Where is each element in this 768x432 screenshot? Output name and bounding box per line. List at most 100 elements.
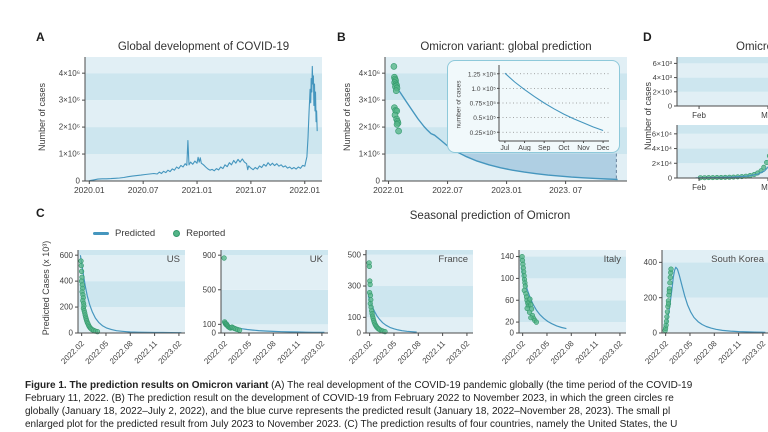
y-tick-label: 4×10⁴ bbox=[652, 144, 672, 153]
data-point bbox=[78, 258, 84, 264]
band bbox=[677, 63, 768, 78]
data-point bbox=[395, 127, 402, 135]
band bbox=[662, 250, 768, 263]
y-tick-label: 200 bbox=[644, 293, 658, 302]
band bbox=[85, 154, 322, 181]
band bbox=[662, 297, 768, 333]
y-tick-label: 1.0 ×10⁵ bbox=[471, 86, 496, 93]
y-tick-label: 4×10³ bbox=[653, 73, 673, 82]
x-tick-label: 2023.02 bbox=[741, 339, 768, 366]
y-tick-label: 0.75×10⁵ bbox=[470, 101, 497, 108]
x-tick-label: 2022.08 bbox=[692, 339, 719, 366]
y-tick-label: 2×10³ bbox=[653, 87, 673, 96]
x-tick-label: 2023.01 bbox=[491, 185, 522, 195]
y-tick-label: 0 bbox=[510, 329, 515, 338]
y-tick-label: 900 bbox=[203, 251, 217, 260]
band bbox=[677, 133, 768, 149]
y-tick-label: 0 bbox=[76, 177, 81, 186]
y-tick-label: 3×10⁶ bbox=[59, 96, 80, 105]
data-point bbox=[666, 288, 672, 295]
y-tick-label: 500 bbox=[348, 250, 362, 259]
x-tick-label: 2023. 07 bbox=[549, 185, 582, 195]
x-tick-label: 2022.08 bbox=[549, 339, 576, 366]
predicted-line bbox=[504, 72, 604, 132]
panel-label-a: A bbox=[36, 30, 45, 44]
y-tick-label: 0 bbox=[668, 174, 672, 183]
band bbox=[677, 91, 768, 106]
data-point bbox=[667, 280, 673, 286]
x-tick-label: 2022.07 bbox=[432, 185, 463, 195]
y-tick-label: 60 bbox=[505, 296, 514, 305]
reported-scatter bbox=[78, 258, 101, 335]
data-point bbox=[764, 160, 768, 165]
band bbox=[85, 57, 322, 74]
band bbox=[519, 300, 626, 323]
data-point bbox=[663, 318, 670, 324]
y-tick-label: 2×10⁴ bbox=[652, 159, 672, 168]
reported-scatter bbox=[519, 253, 540, 325]
figure-caption: Figure 1. The prediction results on Omic… bbox=[25, 379, 768, 431]
x-tick-label: 2022.11 bbox=[717, 339, 744, 366]
band bbox=[221, 250, 328, 256]
predicted-line bbox=[79, 255, 182, 334]
band bbox=[78, 250, 185, 256]
panel-label-d: D bbox=[643, 30, 652, 44]
x-tick-label: 2022.02 bbox=[643, 339, 670, 366]
x-tick-label: 2022.05 bbox=[525, 339, 552, 366]
x-tick-label: 2020.01 bbox=[74, 185, 105, 195]
y-tick-label: 600 bbox=[60, 251, 74, 260]
y-tick-label: 1.25 ×10⁵ bbox=[468, 71, 496, 78]
y-tick-label: 0 bbox=[357, 329, 362, 338]
svg-C4: 0 20 60 100 140 2022.022022.052022.082022.112… bbox=[500, 250, 626, 366]
panel-d-title: Omicron bbox=[736, 41, 768, 53]
svg-Bi: 0.25×10⁵ 0.5×10⁵ 0.75×10⁵ 1.0 ×10⁵ 1.25 ×10⁵… bbox=[468, 65, 610, 151]
y-tick-label: 400 bbox=[60, 277, 74, 286]
x-tick-label: 2023.02 bbox=[300, 339, 327, 366]
x-tick-label: 2022.05 bbox=[84, 339, 111, 366]
data-point bbox=[78, 262, 84, 269]
band bbox=[85, 73, 322, 101]
y-tick-label: 300 bbox=[348, 282, 362, 291]
y-tick-label: 3×10⁶ bbox=[359, 96, 380, 105]
band bbox=[366, 286, 473, 318]
y-tick-label: 4×10⁶ bbox=[59, 69, 80, 78]
band bbox=[221, 324, 328, 333]
prediction-inset: number of cases 0.25×10⁵ 0.5×10⁵ 0.75×10⁵ 1… bbox=[447, 60, 620, 153]
band bbox=[78, 281, 185, 308]
chart-france: 0 100 300 500 2022.02 2022.05 2022.08 2022.11 20… bbox=[338, 205, 478, 375]
x-tick-label: 2022.08 bbox=[251, 339, 278, 366]
data-point bbox=[367, 292, 374, 298]
reported-scatter bbox=[221, 255, 243, 333]
y-tick-label: 100 bbox=[501, 274, 515, 283]
y-tick-label: 140 bbox=[501, 252, 515, 261]
y-tick-label: 6×10⁴ bbox=[652, 129, 672, 138]
y-tick-label: 0.5×10⁵ bbox=[473, 115, 496, 122]
reported-scatter bbox=[390, 63, 402, 135]
band bbox=[85, 100, 322, 128]
y-tick-label: 0 bbox=[653, 329, 658, 338]
data-point bbox=[393, 121, 401, 128]
x-tick-label: 2023.02 bbox=[598, 339, 625, 366]
y-tick-label: 0 bbox=[668, 102, 672, 111]
panel-a-title: Global development of COVID-19 bbox=[117, 41, 290, 53]
band bbox=[221, 255, 328, 290]
reported-scatter bbox=[662, 266, 674, 333]
band bbox=[78, 255, 185, 282]
panel-label-c: C bbox=[36, 206, 45, 220]
x-tick-label: 2022.02 bbox=[347, 339, 374, 366]
y-tick-label: 2×10⁶ bbox=[359, 123, 380, 132]
svg-C5: 0 200 400 2022.022022.052022.082022.112023.… bbox=[643, 250, 768, 366]
country-label: UK bbox=[310, 254, 324, 265]
data-point bbox=[527, 296, 533, 302]
data-point bbox=[236, 327, 243, 333]
y-tick-label: 0 bbox=[69, 329, 74, 338]
predicted-line bbox=[89, 65, 318, 182]
data-point bbox=[366, 263, 373, 270]
svg-C1: 0 200 400 600 2022.022022.052022.082022.1120… bbox=[59, 250, 185, 366]
x-tick-label: 2022.01 bbox=[373, 185, 404, 195]
legend: Predicted Reported bbox=[93, 228, 225, 239]
x-tick-label: 2023.02 bbox=[445, 339, 472, 366]
chart-global-development: 0 1×10⁶ 2×10⁶ 3×10⁶ 4×10⁶ 2020.01 2020.07 2021.… bbox=[30, 28, 332, 203]
x-tick-label: 2022.01 bbox=[289, 185, 320, 195]
data-point bbox=[667, 274, 673, 280]
